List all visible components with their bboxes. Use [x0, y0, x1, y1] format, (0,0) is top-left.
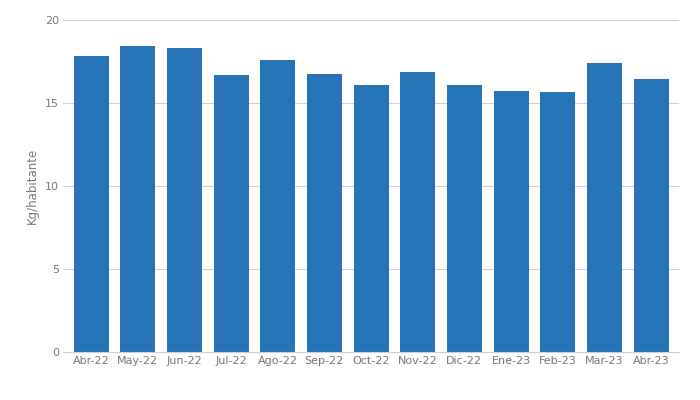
Bar [400, 72, 435, 352]
Bar [354, 85, 388, 352]
Bar [447, 85, 482, 352]
Bar [260, 60, 295, 352]
Bar [587, 63, 622, 352]
Y-axis label: Kg/habitante: Kg/habitante [26, 148, 39, 224]
Bar [634, 79, 668, 352]
Bar [307, 74, 342, 352]
Bar [74, 56, 108, 352]
Bar [540, 92, 575, 352]
Bar [494, 91, 528, 352]
Bar [167, 48, 202, 352]
Bar [120, 46, 155, 352]
Bar [214, 75, 248, 352]
